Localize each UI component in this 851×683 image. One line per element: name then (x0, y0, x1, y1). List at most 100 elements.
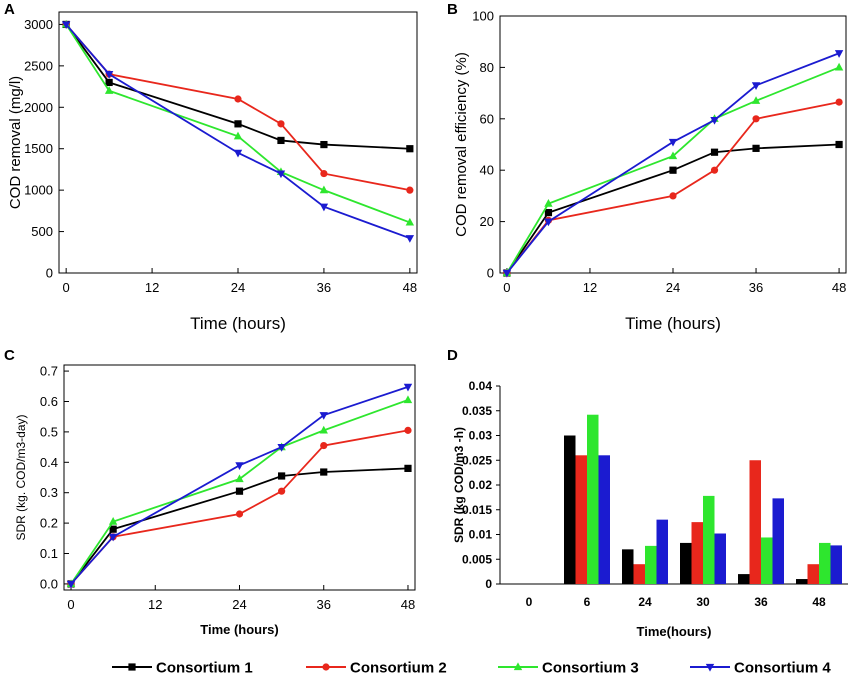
bar-group (738, 460, 784, 584)
x-tick-label: 12 (583, 280, 597, 295)
bar (761, 537, 773, 584)
x-axis-label: Time (hours) (625, 314, 721, 333)
bar (587, 415, 599, 584)
data-point (545, 209, 552, 216)
y-tick-label: 3000 (24, 17, 53, 32)
x-tick-label: 48 (401, 597, 415, 612)
y-tick-label: 0.005 (462, 552, 492, 566)
data-point (320, 442, 327, 449)
y-tick-label: 0.01 (469, 528, 493, 542)
data-point (404, 465, 411, 472)
y-tick-label: 0.02 (469, 478, 493, 492)
bar (634, 564, 646, 584)
x-tick-label: 36 (317, 597, 331, 612)
data-point (669, 139, 677, 147)
x-tick-label: 48 (832, 280, 846, 295)
x-axis-label: Time (hours) (200, 622, 279, 637)
legend-marker (322, 663, 329, 670)
data-point (406, 145, 413, 152)
bar (622, 549, 634, 584)
data-point (669, 192, 676, 199)
x-tick-label: 12 (148, 597, 162, 612)
y-tick-label: 80 (480, 60, 494, 75)
legend-entry[interactable]: Consortium 2 (306, 660, 447, 677)
legend-label: Consortium 1 (156, 660, 253, 677)
x-tick-label: 0 (67, 597, 74, 612)
x-tick-label: 24 (666, 280, 680, 295)
bar (750, 460, 762, 584)
legend-entry[interactable]: Consortium 4 (690, 660, 831, 677)
x-tick-label: 24 (232, 597, 246, 612)
x-tick-label: 30 (696, 595, 710, 609)
y-tick-label: 0.015 (462, 503, 492, 517)
bar (599, 455, 611, 584)
y-tick-label: 0 (46, 266, 53, 281)
bar-group (564, 415, 610, 584)
legend-label: Consortium 3 (542, 660, 639, 677)
bar (819, 543, 831, 584)
legend-label: Consortium 2 (350, 660, 447, 677)
x-tick-label: 36 (754, 595, 768, 609)
data-point (404, 427, 411, 434)
series-line (507, 102, 839, 273)
y-tick-label: 500 (31, 224, 53, 239)
data-point (277, 137, 284, 144)
legend-label: Consortium 4 (734, 660, 831, 677)
data-point (320, 468, 327, 475)
x-tick-label: 36 (317, 280, 331, 295)
chart-panel-d: D 0 0.005 0.01 0.015 0.02 0.025 0.03 0.035 0.04 0 6… (447, 347, 848, 639)
x-tick-label: 24 (231, 280, 245, 295)
bar (564, 436, 576, 585)
bar (773, 498, 785, 584)
y-tick-label: 0 (487, 266, 494, 281)
x-tick-label: 6 (584, 595, 591, 609)
bar (831, 545, 843, 584)
data-point (320, 412, 328, 420)
series-line (66, 24, 410, 148)
legend-entry[interactable]: Consortium 1 (112, 660, 253, 677)
series-line (71, 468, 408, 584)
y-tick-label: 0.2 (40, 516, 58, 531)
series-1 (503, 141, 842, 277)
chart-panel-a: A0 12 24 36 48050010001500200025003000Time (… (4, 1, 417, 333)
panel-label: C (4, 347, 15, 364)
data-point (278, 488, 285, 495)
panel-label: A (4, 1, 15, 18)
figure-canvas: A0 12 24 36 48050010001500200025003000Time (… (0, 0, 851, 683)
x-tick-label: 48 (812, 595, 826, 609)
legend-entry[interactable]: Consortium 3 (498, 660, 639, 677)
y-tick-label: 2500 (24, 58, 53, 73)
data-point (669, 167, 676, 174)
data-point (835, 98, 842, 105)
y-tick-label: 0.7 (40, 364, 58, 379)
y-tick-label: 0.025 (462, 453, 492, 467)
data-point (404, 395, 412, 403)
bar (645, 546, 657, 584)
y-tick-label: 100 (472, 9, 494, 24)
series-4 (503, 50, 844, 277)
legend: Consortium 1 Consortium 2 Consortium 3 Cons… (112, 660, 831, 677)
bar (796, 579, 808, 584)
panel-label: D (447, 347, 458, 364)
series-4 (67, 384, 412, 589)
y-tick-label: 0.04 (469, 379, 493, 393)
data-point (835, 63, 843, 71)
panel-label: B (447, 1, 458, 18)
data-point (711, 149, 718, 156)
x-tick-label: 12 (145, 280, 159, 295)
x-tick-label: 24 (638, 595, 652, 609)
x-tick-label: 36 (749, 280, 763, 295)
plot-frame (59, 12, 417, 273)
y-tick-label: 0.6 (40, 394, 58, 409)
y-tick-label: 0.035 (462, 404, 492, 418)
data-point (406, 235, 414, 243)
bar (576, 455, 588, 584)
series-2 (63, 21, 414, 194)
data-point (278, 472, 285, 479)
bar-group (622, 520, 668, 584)
y-tick-label: 40 (480, 163, 494, 178)
x-axis-label: Time(hours) (637, 624, 712, 639)
y-tick-label: 0.1 (40, 546, 58, 561)
data-point (236, 488, 243, 495)
data-point (235, 474, 243, 482)
